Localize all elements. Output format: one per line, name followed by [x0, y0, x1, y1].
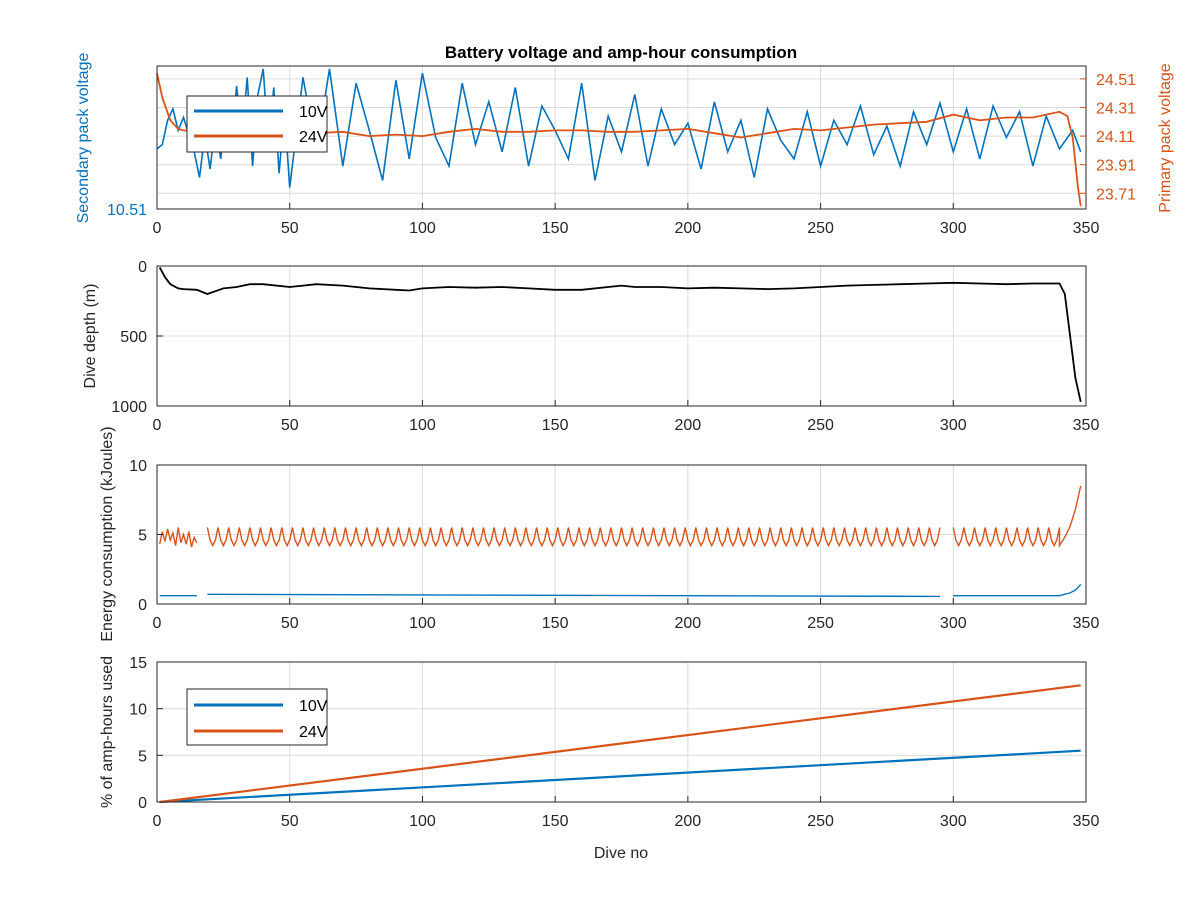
x-tick-label: 250 — [807, 813, 834, 830]
x-tick-label: 100 — [409, 417, 436, 434]
y-axis-label-depth: Dive depth (m) — [82, 284, 99, 389]
x-tick-label: 100 — [409, 615, 436, 632]
legend-bottom-label-24v: 24V — [299, 724, 328, 741]
x-axis-label: Dive no — [594, 845, 648, 862]
panel-voltage: 0 50 100 150 200 250 300 350 24.51 24.31 24.11 23.… — [75, 43, 1174, 237]
panel-amphours-x-ticks: 0 50 100 150 200 250 300 350 — [153, 796, 1100, 830]
line-24v-amphours — [159, 684, 1081, 804]
line-depth — [158, 266, 1082, 402]
y-tick-label: 10 — [129, 702, 147, 719]
x-tick-label: 250 — [807, 220, 834, 237]
x-tick-label: 50 — [281, 615, 299, 632]
y-axis-label-amphours: % of amp-hours used — [99, 656, 116, 808]
y-tick-label: 500 — [120, 329, 147, 346]
x-tick-label: 50 — [281, 417, 299, 434]
y-tick-label: 10 — [129, 458, 147, 475]
panel-depth-y-ticks: 0 500 1000 — [111, 259, 163, 416]
x-tick-label: 300 — [940, 615, 967, 632]
line-10v-amphours — [159, 749, 1081, 804]
x-tick-label: 350 — [1073, 220, 1100, 237]
x-tick-label: 50 — [281, 813, 299, 830]
x-tick-label: 200 — [675, 417, 702, 434]
x-tick-label: 0 — [153, 220, 162, 237]
x-tick-label: 200 — [675, 615, 702, 632]
panel-energy-grid — [157, 465, 1086, 604]
legend-top: 10V 24V — [186, 95, 328, 153]
x-tick-label: 300 — [940, 220, 967, 237]
panel-voltage-x-ticks: 0 50 100 150 200 250 300 350 — [153, 203, 1100, 237]
x-tick-label: 350 — [1073, 813, 1100, 830]
x-tick-label: 0 — [153, 813, 162, 830]
panel-voltage-frame — [156, 65, 1087, 210]
x-tick-label: 0 — [153, 417, 162, 434]
x-tick-label: 200 — [675, 220, 702, 237]
panel-energy-x-ticks: 0 50 100 150 200 250 300 350 — [153, 598, 1100, 632]
x-tick-label: 100 — [409, 220, 436, 237]
legend-top-box — [186, 95, 328, 153]
panel-voltage-right-ticks: 24.51 24.31 24.11 23.91 23.71 — [1080, 72, 1136, 203]
y-tick-label: 5 — [138, 528, 147, 545]
right-tick-label: 23.91 — [1096, 158, 1136, 175]
x-tick-label: 250 — [807, 615, 834, 632]
x-tick-label: 150 — [542, 813, 569, 830]
legend-bottom: 10V 24V — [186, 688, 328, 746]
right-tick-label: 24.11 — [1096, 129, 1135, 146]
right-tick-label: 24.31 — [1096, 100, 1136, 117]
left-ytick-label: 10.51 — [107, 202, 147, 219]
line-24v-energy — [159, 485, 1082, 548]
x-tick-label: 150 — [542, 417, 569, 434]
legend-top-label-10v: 10V — [299, 104, 328, 121]
y-axis-label-right: Primary pack voltage — [1157, 63, 1174, 212]
x-tick-label: 200 — [675, 813, 702, 830]
panel-depth-x-ticks: 0 50 100 150 200 250 300 350 — [153, 400, 1100, 434]
line-10v-energy — [159, 584, 1082, 598]
panel-depth-grid — [157, 266, 1086, 406]
x-tick-label: 350 — [1073, 615, 1100, 632]
panel-amphours-frame — [156, 661, 1087, 803]
right-tick-label: 23.71 — [1096, 186, 1136, 203]
panel-depth: 0 50 100 150 200 250 300 350 0 500 1000 Dive dept… — [82, 259, 1099, 434]
x-tick-label: 150 — [542, 615, 569, 632]
panel-energy-y-ticks: 0 5 10 — [129, 458, 163, 614]
y-tick-label: 15 — [129, 655, 147, 672]
panel-amphours: 0 50 100 150 200 250 300 350 0 5 10 15 % of amp-ho… — [99, 655, 1099, 862]
panel-energy: 0 50 100 150 200 250 300 350 0 5 10 Energy consum… — [99, 426, 1099, 641]
legend-top-label-24v: 24V — [299, 129, 328, 146]
x-tick-label: 350 — [1073, 417, 1100, 434]
right-tick-label: 24.51 — [1096, 72, 1136, 89]
y-tick-label: 0 — [138, 259, 147, 276]
chart-title: Battery voltage and amp-hour consumption — [445, 43, 797, 62]
x-tick-label: 50 — [281, 220, 299, 237]
series-depth — [158, 266, 1082, 402]
x-tick-label: 250 — [807, 417, 834, 434]
legend-bottom-label-10v: 10V — [299, 698, 328, 715]
series-amphours — [159, 684, 1081, 804]
x-tick-label: 300 — [940, 417, 967, 434]
y-tick-label: 0 — [138, 795, 147, 812]
panel-amphours-y-ticks: 0 5 10 15 — [129, 655, 163, 812]
y-axis-label-left: Secondary pack voltage — [75, 53, 92, 224]
x-tick-label: 150 — [542, 220, 569, 237]
y-tick-label: 0 — [138, 597, 147, 614]
y-tick-label: 5 — [138, 748, 147, 765]
x-tick-label: 300 — [940, 813, 967, 830]
legend-bottom-box — [186, 688, 328, 746]
series-energy — [159, 485, 1082, 598]
panel-voltage-grid — [157, 66, 1086, 209]
y-axis-label-energy: Energy consumption (kJoules) — [99, 426, 116, 641]
x-tick-label: 0 — [153, 615, 162, 632]
x-tick-label: 100 — [409, 813, 436, 830]
y-tick-label: 1000 — [111, 399, 147, 416]
